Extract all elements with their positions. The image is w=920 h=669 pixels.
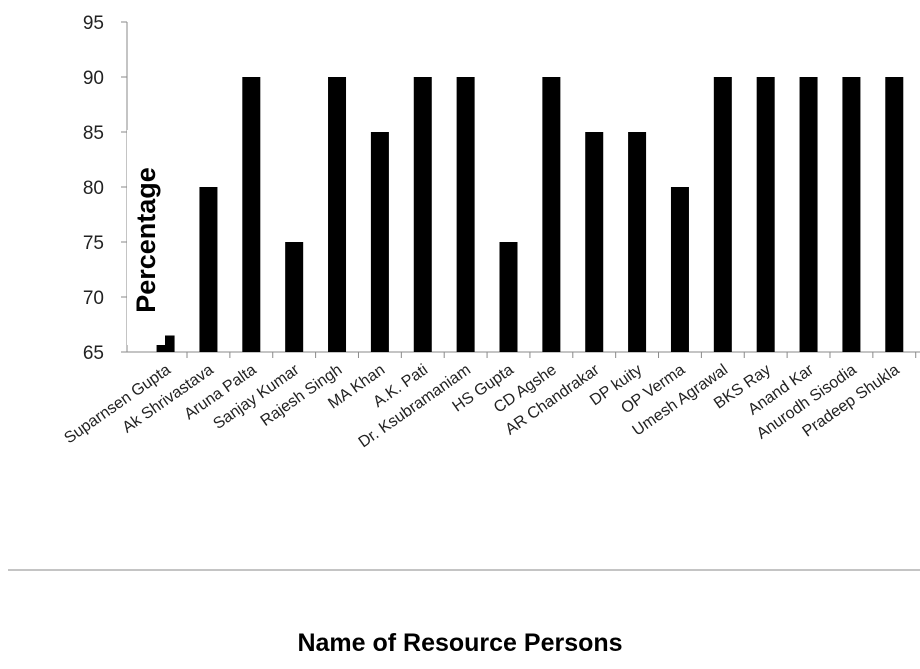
bar <box>328 77 347 352</box>
bar <box>242 77 261 352</box>
bar <box>585 132 604 352</box>
y-axis-label: Percentage <box>131 167 161 313</box>
bar <box>199 187 218 352</box>
bar <box>370 132 389 352</box>
y-label-backdrop <box>127 130 165 345</box>
bar <box>713 77 732 352</box>
bar <box>628 132 647 352</box>
bar <box>842 77 861 352</box>
y-tick-label: 90 <box>83 68 104 89</box>
y-tick-label: 85 <box>83 123 104 144</box>
y-tick-label: 65 <box>83 343 104 364</box>
y-ticks: 65 70 75 80 85 90 95 <box>83 13 127 364</box>
bar <box>542 77 561 352</box>
bar <box>456 77 475 352</box>
y-tick-label: 95 <box>83 13 104 34</box>
bar <box>756 77 775 352</box>
bar <box>885 77 904 352</box>
bar <box>413 77 432 352</box>
x-axis-label: Name of Resource Persons <box>297 629 622 657</box>
y-tick-label: 75 <box>83 233 104 254</box>
bar <box>799 77 818 352</box>
y-tick-label: 70 <box>83 288 104 309</box>
bar <box>670 187 689 352</box>
bar <box>285 242 304 352</box>
bar <box>499 242 518 352</box>
y-tick-label: 80 <box>83 178 104 199</box>
bars <box>156 77 904 352</box>
